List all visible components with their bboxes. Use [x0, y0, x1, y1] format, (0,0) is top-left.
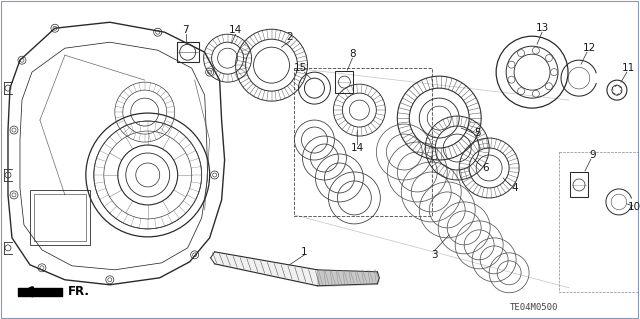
Text: 12: 12 — [582, 43, 596, 53]
Text: 9: 9 — [589, 150, 596, 160]
Text: 5: 5 — [474, 128, 481, 138]
Text: 4: 4 — [512, 183, 518, 193]
Text: 2: 2 — [286, 32, 293, 42]
Text: 11: 11 — [622, 63, 636, 73]
Bar — [559, 152, 639, 292]
Text: TE04M0500: TE04M0500 — [510, 303, 558, 312]
Text: 6: 6 — [482, 163, 488, 173]
Bar — [30, 190, 90, 245]
Text: 15: 15 — [294, 63, 307, 73]
Bar — [335, 71, 353, 93]
Bar — [294, 68, 432, 216]
Text: 1: 1 — [301, 247, 308, 257]
Text: 10: 10 — [627, 202, 640, 212]
Text: 3: 3 — [431, 250, 438, 260]
Text: 8: 8 — [349, 49, 356, 59]
Bar — [34, 194, 86, 241]
Text: 13: 13 — [536, 23, 548, 33]
Bar — [177, 42, 198, 62]
Text: FR.: FR. — [68, 285, 90, 298]
Bar — [570, 173, 588, 197]
Text: 14: 14 — [229, 25, 242, 35]
Text: 14: 14 — [351, 143, 364, 153]
Text: 7: 7 — [182, 25, 189, 35]
